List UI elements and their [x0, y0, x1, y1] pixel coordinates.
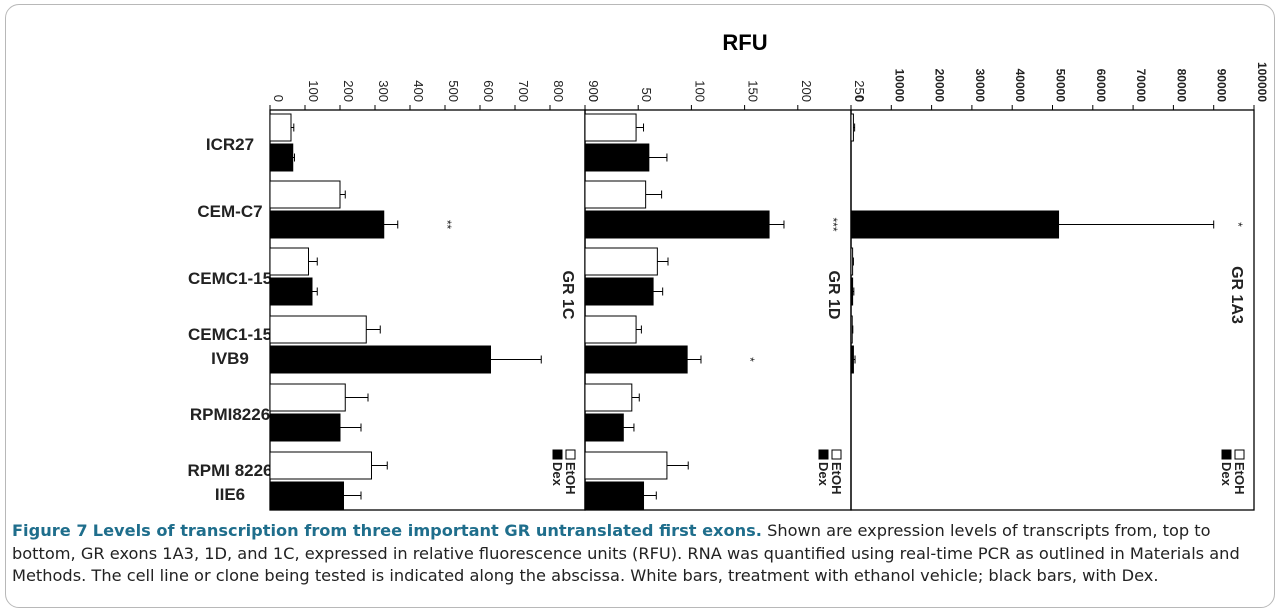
bar-gr-1c-dex-cemc1-15	[269, 277, 313, 306]
bar-gr-1d-etoh-cem-c7	[584, 180, 647, 209]
category-label-rpmi8226: RPMI8226	[190, 405, 270, 424]
legend-swatch-gr-1a3-etoh	[1234, 449, 1245, 460]
significance-gr-1a3-cem-c7: *	[1231, 222, 1245, 227]
bar-gr-1c-etoh-rpmi-8226-iie6	[269, 451, 372, 480]
bar-gr-1a3-etoh-cemc1-15	[850, 247, 854, 276]
bar-gr-1d-dex-rpmi-8226-iie6	[584, 481, 645, 510]
tick-label-gr-1a3-10000: 10000	[892, 69, 906, 103]
tick-label-gr-1a3-50000: 50000	[1054, 69, 1068, 103]
bar-gr-1c-dex-cem-c7	[269, 210, 385, 239]
tick-label-gr-1c-600: 600	[481, 80, 496, 102]
panel-title-gr-1a3: GR 1A3	[1228, 266, 1245, 324]
bar-gr-1c-dex-cemc1-15-ivb9	[269, 345, 491, 374]
panel-frame-gr-1a3	[850, 109, 1255, 511]
bar-gr-1c-etoh-cemc1-15-ivb9	[269, 315, 367, 344]
shared-axis-title: RFU	[722, 30, 767, 55]
bar-gr-1d-dex-cemc1-15-ivb9	[584, 345, 688, 374]
tick-label-gr-1a3-90000: 90000	[1215, 69, 1229, 103]
tick-label-gr-1a3-30000: 30000	[973, 69, 987, 103]
legend-label-gr-1a3-dex: Dex	[1219, 462, 1234, 487]
tick-label-gr-1c-500: 500	[446, 80, 461, 102]
legend-label-gr-1a3-etoh: EtOH	[1232, 462, 1247, 495]
category-labels: ICR27 CEM-C7 CEMC1-15 CEMC1-15 IVB9 RPMI8226 R…	[187, 135, 272, 504]
bar-gr-1d-etoh-cemc1-15-ivb9	[584, 315, 637, 344]
tick-label-gr-1a3-80000: 80000	[1174, 69, 1188, 103]
tick-label-gr-1a3-20000: 20000	[933, 69, 947, 103]
panel-title-gr-1d: GR 1D	[825, 271, 842, 320]
legend-swatch-gr-1d-etoh	[831, 449, 842, 460]
caption-label: Figure 7	[12, 521, 88, 540]
bar-gr-1c-etoh-cem-c7	[269, 180, 341, 209]
tick-label-gr-1d-100: 100	[692, 80, 707, 102]
tick-label-gr-1c-700: 700	[516, 80, 531, 102]
bar-gr-1a3-dex-cemc1-15	[850, 277, 854, 306]
significance-gr-1d-cemc1-15-ivb9: *	[743, 357, 757, 362]
panel-title-gr-1c: GR 1C	[559, 271, 576, 320]
bar-gr-1d-etoh-cemc1-15	[584, 247, 658, 276]
tick-label-gr-1d-150: 150	[746, 80, 761, 102]
tick-label-gr-1d-0: 0	[586, 95, 601, 102]
legend-label-gr-1d-dex: Dex	[816, 462, 831, 487]
legend-swatch-gr-1d-dex	[818, 449, 829, 460]
tick-label-gr-1a3-70000: 70000	[1134, 69, 1148, 103]
category-label-cemc1-15-ivb9-line2: IVB9	[211, 349, 249, 368]
category-label-rpmi-8226-iie6-line2: IIE6	[215, 485, 245, 504]
caption-title: Levels of transcription from three impor…	[92, 521, 762, 540]
bar-gr-1a3-etoh-cemc1-15-ivb9	[850, 315, 853, 344]
tick-label-gr-1d-50: 50	[639, 88, 654, 102]
tick-label-gr-1c-800: 800	[551, 80, 566, 102]
tick-label-gr-1a3-100000: 100000	[1255, 62, 1269, 102]
caption-body: Shown are expression levels of transcrip…	[12, 521, 1240, 585]
significance-gr-1c-cem-c7: **	[440, 220, 454, 230]
tick-label-gr-1c-900: 900	[586, 80, 601, 102]
legend-swatch-gr-1c-etoh	[565, 449, 576, 460]
bar-gr-1d-dex-icr27	[584, 143, 650, 172]
bar-gr-1c-dex-rpmi8226	[269, 413, 341, 442]
figure-caption: Figure 7 Levels of transcription from th…	[12, 520, 1274, 588]
legend-label-gr-1c-dex: Dex	[550, 462, 565, 487]
bar-gr-1d-etoh-rpmi8226	[584, 383, 633, 412]
bar-gr-1c-dex-icr27	[269, 143, 294, 172]
category-label-cemc1-15: CEMC1-15	[188, 269, 272, 288]
panel-gr-1a3: 0 10000 20000 30000 40000 50000 60000 70000 8000…	[850, 62, 1269, 511]
bar-gr-1a3-etoh-icr27	[850, 113, 854, 142]
panel-frame-gr-1c	[269, 109, 586, 511]
tick-label-gr-1d-250: 250	[852, 80, 867, 102]
tick-label-gr-1c-100: 100	[306, 80, 321, 102]
significance-gr-1d-cem-c7: ***	[826, 217, 840, 231]
legend-label-gr-1d-etoh: EtOH	[829, 462, 844, 495]
bar-gr-1a3-dex-cemc1-15-ivb9	[850, 345, 854, 374]
tick-label-gr-1a3-60000: 60000	[1094, 69, 1108, 103]
legend-swatch-gr-1a3-dex	[1221, 449, 1232, 460]
bar-gr-1a3-dex-cem-c7	[850, 210, 1060, 239]
tick-label-gr-1c-300: 300	[376, 80, 391, 102]
bar-gr-1c-etoh-cemc1-15	[269, 247, 309, 276]
tick-label-gr-1c-400: 400	[411, 80, 426, 102]
legend-label-gr-1c-etoh: EtOH	[563, 462, 578, 495]
category-label-cemc1-15-ivb9-line1: CEMC1-15	[188, 325, 272, 344]
bar-gr-1d-dex-cemc1-15	[584, 277, 654, 306]
legend-swatch-gr-1c-dex	[552, 449, 563, 460]
tick-label-gr-1c-0: 0	[271, 95, 286, 102]
category-label-cem-c7: CEM-C7	[197, 202, 262, 221]
category-label-rpmi-8226-iie6-line1: RPMI 8226	[187, 461, 272, 480]
tick-label-gr-1c-200: 200	[341, 80, 356, 102]
bar-gr-1c-etoh-icr27	[269, 113, 292, 142]
bar-gr-1d-etoh-rpmi-8226-iie6	[584, 451, 668, 480]
tick-label-gr-1a3-40000: 40000	[1013, 69, 1027, 103]
tick-label-gr-1a3-0: 0	[852, 95, 866, 102]
bar-gr-1d-dex-cem-c7	[584, 210, 770, 239]
category-label-icr27: ICR27	[206, 135, 254, 154]
bar-gr-1c-dex-rpmi-8226-iie6	[269, 481, 344, 510]
bar-gr-1c-etoh-rpmi8226	[269, 383, 346, 412]
bar-gr-1d-etoh-icr27	[584, 113, 637, 142]
tick-label-gr-1d-200: 200	[799, 80, 814, 102]
bar-gr-1d-dex-rpmi8226	[584, 413, 624, 442]
